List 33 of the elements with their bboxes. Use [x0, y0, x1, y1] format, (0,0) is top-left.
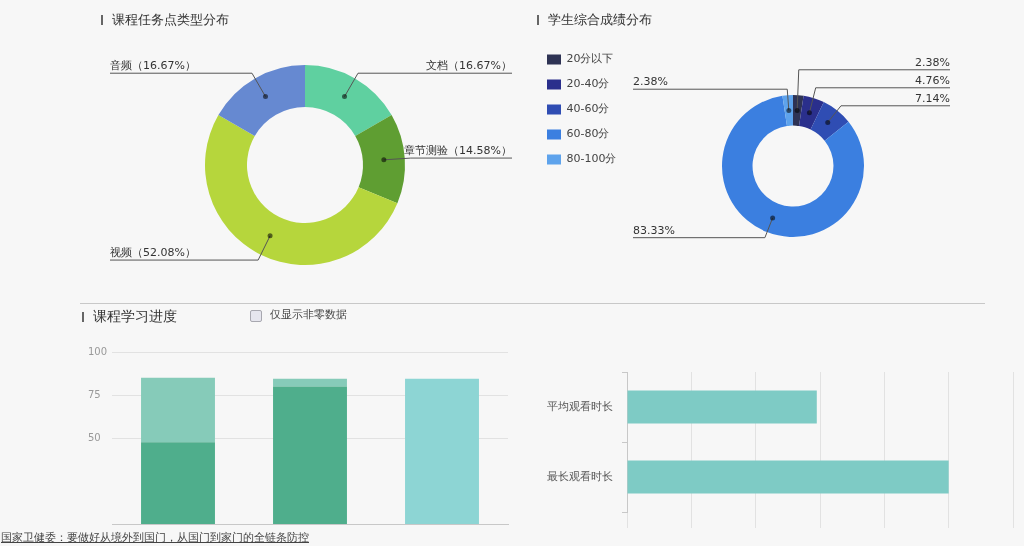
slice-label: 章节测验 — [404, 144, 449, 158]
chart-title: 学生综合成绩分布 — [548, 11, 652, 28]
y-tick-label: 75 — [88, 388, 101, 400]
legend-label: 40-60分 — [566, 102, 610, 116]
legend-label: 20分以下 — [566, 52, 614, 66]
data-label: 2.38% — [633, 75, 668, 89]
legend-label: 60-80分 — [566, 127, 610, 141]
legend-label: 80-100分 — [566, 152, 617, 166]
data-label: （16.67%） — [132, 59, 196, 73]
data-label: （16.67%） — [448, 59, 512, 73]
y-tick-label: 100 — [88, 345, 108, 357]
data-label: 83.33% — [633, 223, 675, 237]
data-label: （52.08%） — [132, 246, 196, 260]
slice-label: 视频 — [110, 246, 132, 260]
bar — [141, 442, 215, 524]
legend-label: 20-40分 — [566, 77, 610, 91]
data-label: 7.14% — [915, 91, 950, 105]
bar — [405, 378, 479, 524]
text: 仅显示非零数据 — [270, 308, 347, 322]
chart-title: 课程学习进度 — [93, 308, 177, 325]
data-label: （14.58%） — [448, 144, 512, 158]
bar — [273, 378, 347, 387]
slice-label: 音频 — [110, 59, 132, 73]
y-tick-label: 平均观看时长 — [547, 399, 613, 413]
bar — [273, 386, 347, 524]
slice-label: 文档 — [426, 59, 449, 73]
y-tick-label: 最长观看时长 — [547, 469, 613, 483]
data-label: 2.38% — [915, 55, 950, 69]
bar — [141, 377, 215, 443]
data-label: 4.76% — [915, 73, 950, 87]
chart-title: 课程任务点类型分布 — [112, 11, 229, 28]
y-tick-label: 50 — [88, 431, 101, 443]
text: 国家卫健委：要做好从境外到国门，从国门到家门的全链条防控 — [1, 531, 309, 545]
